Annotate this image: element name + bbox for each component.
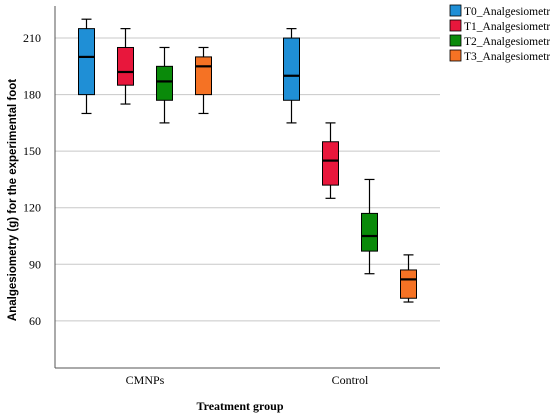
legend-swatch-t3_analgesiometry [449,49,462,62]
box-t2_analgesiometry-cmnps [156,46,173,124]
legend-swatch-t2_analgesiometry [449,34,462,47]
y-tick-label-90: 90 [29,257,41,271]
legend: T0_Analgesiometry T1_Analgesiometry T2_Ana… [449,4,550,63]
legend-label-t2_analgesiometry: T2_Analgesiometry [464,36,550,48]
axes: 60 90 120 150 180 210 CMNPs Control [23,6,440,387]
box-t3_analgesiometry-control [400,254,417,303]
box-t3_analgesiometry-cmnps [195,46,212,115]
box-t2_analgesiometry-control [361,178,378,275]
box-t0_analgesiometry-cmnps [78,18,95,115]
box-iqr [156,65,173,101]
legend-swatch-t0_analgesiometry [449,4,462,17]
box-iqr [400,269,417,299]
box-iqr [117,46,134,86]
box-iqr [322,141,339,186]
x-tick-label-cmnps: CMNPs [126,373,165,387]
box-iqr [283,37,300,101]
y-tick-label-150: 150 [23,144,41,158]
y-tick-label-60: 60 [29,314,41,328]
y-axis-label: Analgesiometry (g) for the experimental … [7,79,19,321]
x-tick-label-control: Control [332,373,369,387]
x-axis-label: Treatment group [197,399,284,413]
legend-label-t3_analgesiometry: T3_Analgesiometry [464,51,550,63]
legend-label-t0_analgesiometry: T0_Analgesiometry [464,6,550,18]
box-t1_analgesiometry-cmnps [117,28,134,105]
box-iqr [195,56,212,96]
y-tick-label-180: 180 [23,88,41,102]
legend-label-t1_analgesiometry: T1_Analgesiometry [464,21,550,33]
y-tick-label-120: 120 [23,201,41,215]
box-iqr [361,212,378,252]
grid-lines [55,37,440,322]
legend-swatch-t1_analgesiometry [449,19,462,32]
box-iqr [78,28,95,96]
box-t0_analgesiometry-control [283,28,300,124]
box-t1_analgesiometry-control [322,122,339,199]
boxes [78,18,417,303]
y-tick-label-210: 210 [23,31,41,45]
